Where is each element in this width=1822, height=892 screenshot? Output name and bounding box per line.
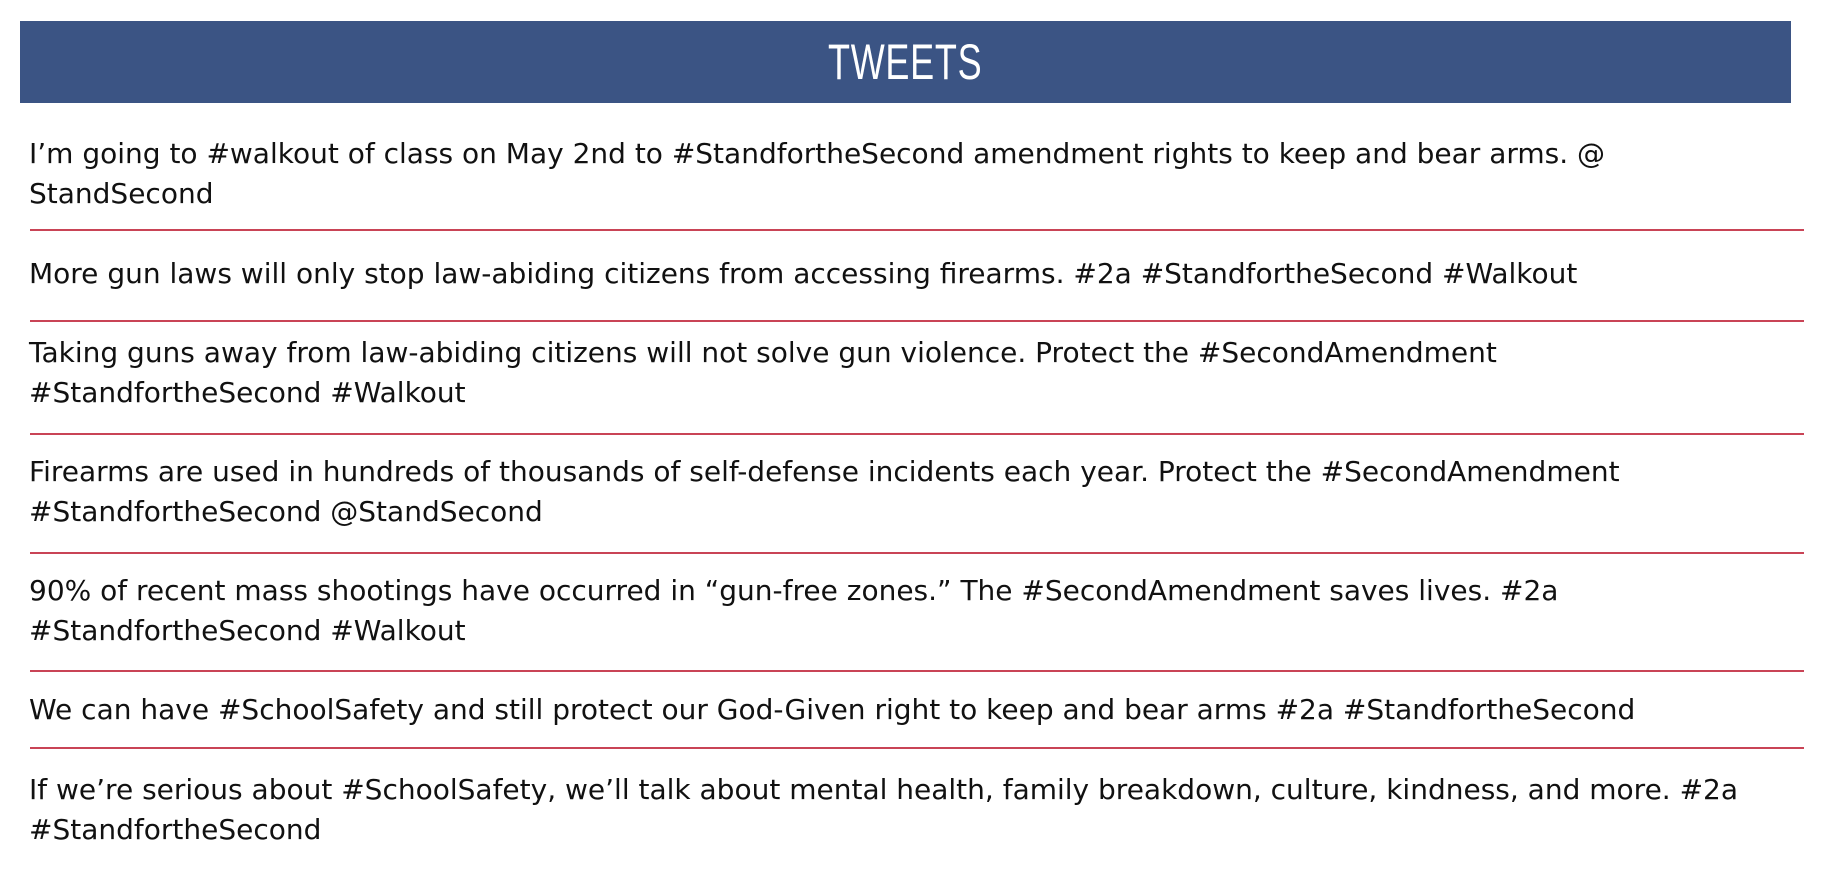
tweet-item: I’m going to #walkout of class on May 2n… [29,137,1606,210]
tweet-item: Taking guns away from law-abiding citize… [29,336,1497,409]
tweet-item: Firearms are used in hundreds of thousan… [29,455,1620,528]
tweet-item: We can have #SchoolSafety and still prot… [29,693,1636,726]
divider [30,670,1804,672]
divider [30,320,1804,322]
tweets-header: TWEETS [20,21,1791,103]
divider [30,229,1804,231]
tweet-item: More gun laws will only stop law-abiding… [29,257,1578,290]
tweet-item: If we’re serious about #SchoolSafety, we… [29,773,1739,846]
divider [30,552,1804,554]
divider [30,747,1804,749]
divider [30,433,1804,435]
tweet-item: 90% of recent mass shootings have occurr… [29,574,1559,647]
header-title: TWEETS [828,34,983,90]
